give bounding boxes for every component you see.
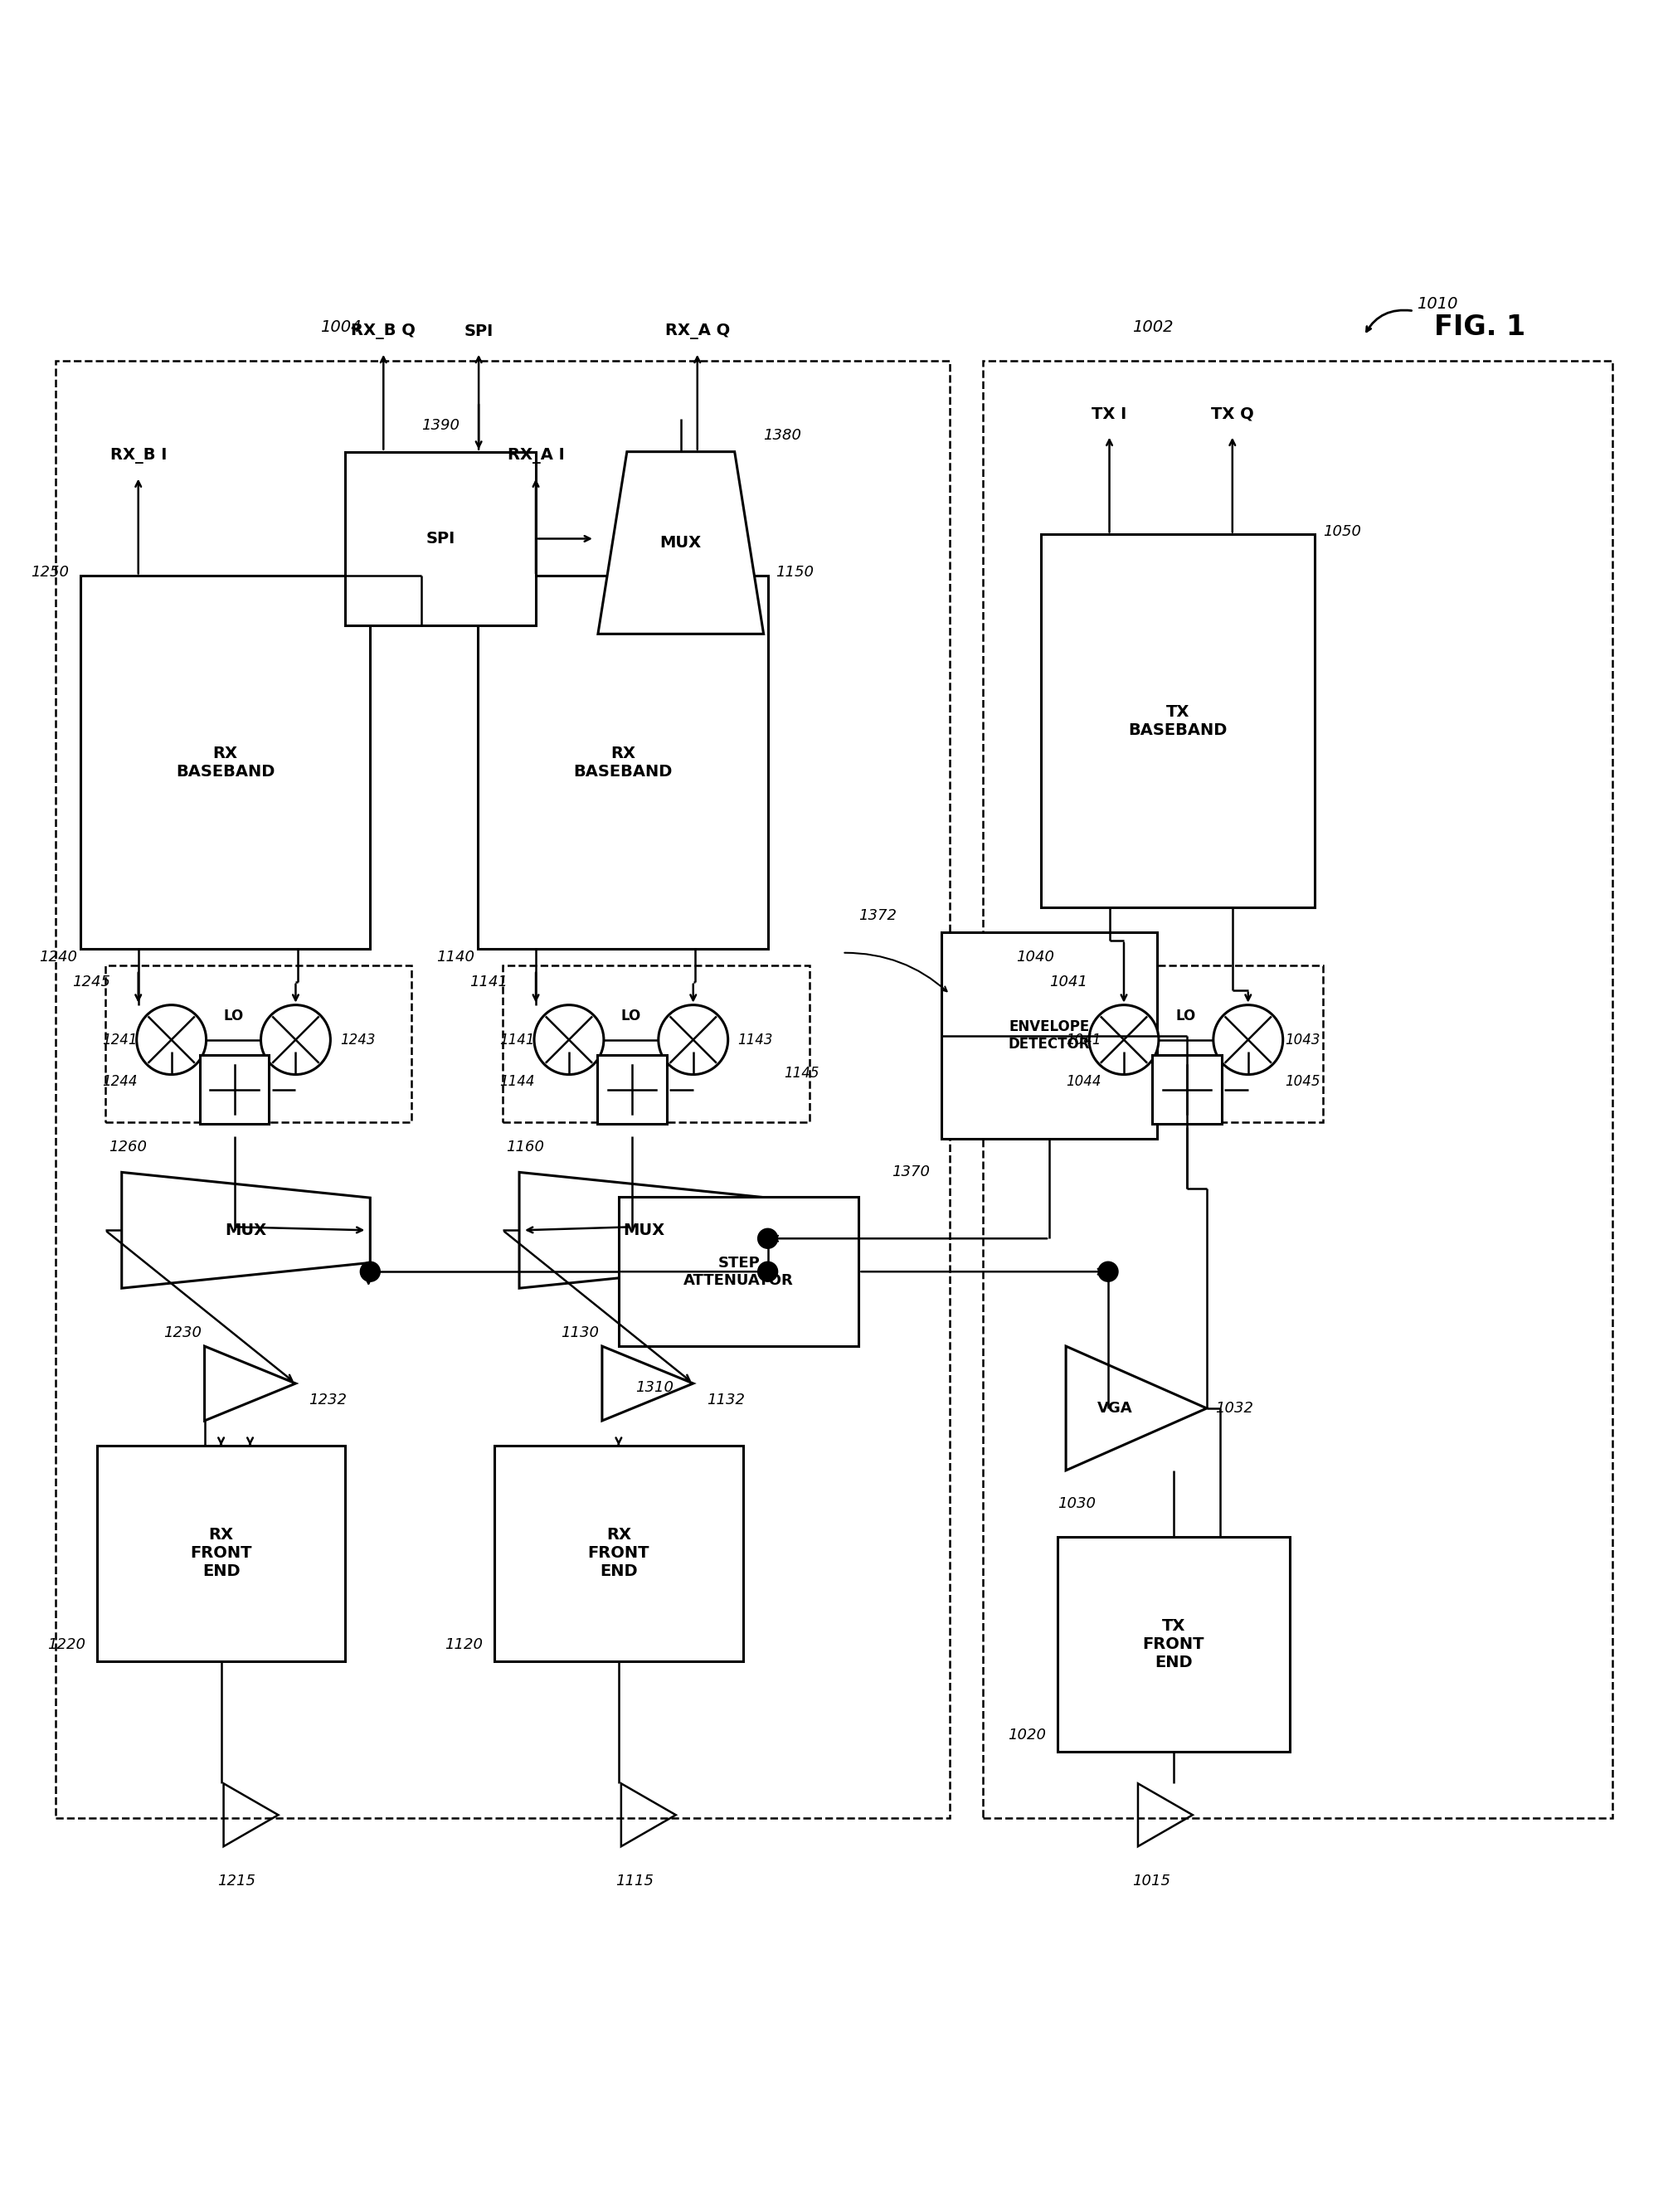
Text: 1230: 1230 [163, 1325, 202, 1340]
Text: 1041: 1041 [1049, 973, 1088, 989]
Polygon shape [519, 1172, 767, 1287]
Text: 1010: 1010 [1418, 296, 1458, 312]
Text: 1004: 1004 [320, 319, 362, 336]
Text: STEP
ATTENUATOR: STEP ATTENUATOR [684, 1256, 794, 1287]
Text: 1260: 1260 [108, 1139, 147, 1155]
Polygon shape [122, 1172, 370, 1287]
Circle shape [1098, 1261, 1118, 1281]
Bar [105, 964, 412, 1121]
Text: 1245: 1245 [72, 973, 110, 989]
Bar [477, 575, 767, 949]
Text: 1045: 1045 [1284, 1073, 1319, 1088]
Bar [1066, 964, 1323, 1121]
Bar [1153, 1055, 1221, 1124]
Circle shape [260, 1004, 330, 1075]
Polygon shape [1066, 1347, 1206, 1471]
Circle shape [360, 1261, 380, 1281]
Text: MUX: MUX [622, 1223, 664, 1239]
Text: 1220: 1220 [47, 1637, 85, 1652]
Text: 1032: 1032 [1214, 1400, 1253, 1416]
Bar [502, 964, 809, 1121]
Bar [494, 1447, 742, 1661]
Text: 1232: 1232 [309, 1394, 347, 1407]
Circle shape [534, 1004, 604, 1075]
Text: 1240: 1240 [38, 949, 77, 964]
Polygon shape [205, 1347, 295, 1420]
Circle shape [659, 1004, 727, 1075]
Text: RX
FRONT
END: RX FRONT END [587, 1526, 649, 1579]
Text: RX_A I: RX_A I [507, 447, 564, 462]
Text: TX
FRONT
END: TX FRONT END [1143, 1619, 1204, 1670]
Text: RX
FRONT
END: RX FRONT END [190, 1526, 252, 1579]
Text: ENVELOPE
DETECTOR: ENVELOPE DETECTOR [1009, 1020, 1091, 1051]
Text: 1241: 1241 [102, 1033, 137, 1046]
Text: RX
BASEBAND: RX BASEBAND [574, 745, 672, 779]
Bar [619, 1197, 859, 1347]
Circle shape [1089, 1004, 1159, 1075]
Text: 1132: 1132 [707, 1394, 744, 1407]
Text: TX Q: TX Q [1211, 407, 1254, 422]
Bar [200, 1055, 269, 1124]
Text: 1380: 1380 [764, 427, 802, 442]
Text: 1372: 1372 [859, 909, 897, 922]
Text: 1020: 1020 [1007, 1728, 1046, 1743]
Text: 1043: 1043 [1284, 1033, 1319, 1046]
Text: 1002: 1002 [1133, 319, 1173, 336]
Circle shape [757, 1228, 777, 1248]
Text: MUX: MUX [661, 535, 702, 551]
Text: 1044: 1044 [1066, 1073, 1101, 1088]
Text: TX I: TX I [1093, 407, 1128, 422]
Text: 1144: 1144 [499, 1073, 535, 1088]
Text: 1370: 1370 [892, 1166, 931, 1179]
Text: 1390: 1390 [422, 418, 460, 434]
Polygon shape [597, 451, 764, 635]
Text: TX
BASEBAND: TX BASEBAND [1128, 703, 1228, 739]
Bar [597, 1055, 667, 1124]
Text: 1143: 1143 [737, 1033, 774, 1046]
Text: 1041: 1041 [1066, 1033, 1101, 1046]
Text: 1030: 1030 [1058, 1495, 1096, 1511]
Text: 1141: 1141 [470, 973, 507, 989]
Text: FIG. 1: FIG. 1 [1434, 314, 1526, 341]
Bar [55, 361, 951, 1818]
Bar [982, 361, 1613, 1818]
Text: 1244: 1244 [102, 1073, 137, 1088]
Text: 1160: 1160 [505, 1139, 544, 1155]
Text: 1250: 1250 [30, 566, 68, 580]
Text: 1310: 1310 [636, 1380, 674, 1396]
Text: LO: LO [620, 1009, 641, 1024]
Text: RX
BASEBAND: RX BASEBAND [175, 745, 275, 779]
Text: RX_A Q: RX_A Q [666, 323, 731, 338]
Text: 1243: 1243 [340, 1033, 375, 1046]
Bar [80, 575, 370, 949]
Text: MUX: MUX [225, 1223, 267, 1239]
Text: 1015: 1015 [1133, 1874, 1171, 1889]
Text: 1215: 1215 [219, 1874, 255, 1889]
Bar [345, 451, 535, 626]
Text: 1145: 1145 [784, 1066, 819, 1079]
Polygon shape [602, 1347, 694, 1420]
Text: 1140: 1140 [437, 949, 475, 964]
Text: VGA: VGA [1098, 1400, 1133, 1416]
Text: 1130: 1130 [560, 1325, 599, 1340]
Bar [942, 931, 1158, 1139]
Circle shape [757, 1261, 777, 1281]
Text: SPI: SPI [464, 323, 494, 338]
Text: 1120: 1120 [445, 1637, 482, 1652]
Text: SPI: SPI [425, 531, 455, 546]
Bar [1058, 1537, 1289, 1752]
Text: 1141: 1141 [499, 1033, 535, 1046]
Circle shape [137, 1004, 207, 1075]
Bar [97, 1447, 345, 1661]
Bar [1041, 535, 1314, 907]
Text: RX_B I: RX_B I [110, 447, 167, 462]
Circle shape [1213, 1004, 1283, 1075]
Text: LO: LO [224, 1009, 244, 1024]
Text: LO: LO [1176, 1009, 1196, 1024]
Text: 1115: 1115 [615, 1874, 654, 1889]
Text: 1050: 1050 [1323, 524, 1361, 540]
Text: 1040: 1040 [1016, 949, 1054, 964]
Text: 1150: 1150 [776, 566, 814, 580]
Text: RX_B Q: RX_B Q [352, 323, 415, 338]
